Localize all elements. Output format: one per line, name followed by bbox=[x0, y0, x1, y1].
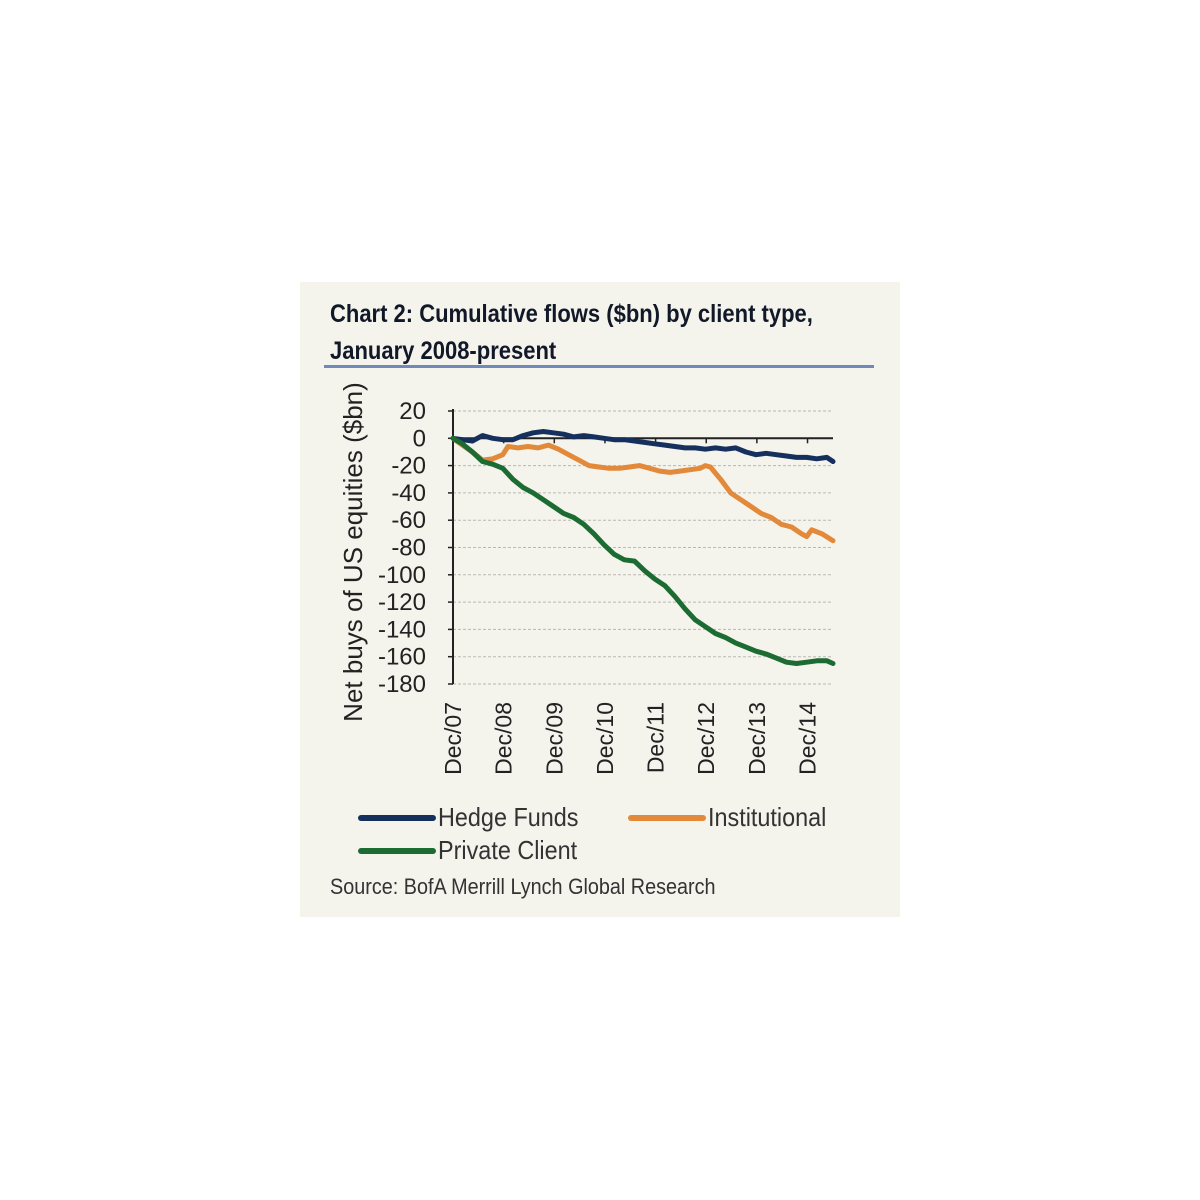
y-tick-label: -180 bbox=[378, 671, 426, 698]
y-tick-label: -140 bbox=[378, 616, 426, 643]
legend-swatch-hedge-funds bbox=[358, 815, 436, 821]
y-tick-label: -60 bbox=[391, 507, 426, 534]
private-client-line bbox=[450, 435, 836, 666]
x-tick-label: Dec/07 bbox=[440, 702, 466, 775]
x-tick-label: Dec/13 bbox=[744, 702, 770, 775]
y-tick-label: -20 bbox=[391, 453, 426, 480]
legend-label-institutional: Institutional bbox=[708, 802, 827, 832]
x-tick-label: Dec/11 bbox=[643, 702, 669, 773]
line-chart: 200-20-40-60-80-100-120-140-160-180 Dec/0… bbox=[338, 382, 836, 775]
y-tick-label: -80 bbox=[391, 535, 426, 562]
y-axis-title: Net buys of US equities ($bn) bbox=[338, 382, 368, 722]
legend-label-private-client: Private Client bbox=[438, 835, 578, 865]
legend-swatch-private-client bbox=[358, 848, 436, 854]
x-tick-label: Dec/08 bbox=[491, 702, 517, 775]
chart-panel: Chart 2: Cumulative flows ($bn) by clien… bbox=[300, 282, 900, 917]
x-tick-label: Dec/14 bbox=[795, 702, 821, 775]
x-tick-label: Dec/09 bbox=[541, 702, 567, 775]
x-tick-label: Dec/12 bbox=[693, 702, 719, 775]
chart-title-line-2: January 2008-present bbox=[330, 337, 557, 365]
x-tick-label: Dec/10 bbox=[592, 702, 618, 775]
chart-title-line-1: Chart 2: Cumulative flows ($bn) by clien… bbox=[330, 300, 813, 328]
y-tick-label: 0 bbox=[413, 425, 426, 452]
title-underline bbox=[324, 365, 874, 368]
hedge-funds-line bbox=[450, 429, 836, 464]
legend-swatch-institutional bbox=[628, 815, 706, 821]
y-tick-label: -120 bbox=[378, 589, 426, 616]
y-tick-label: -160 bbox=[378, 644, 426, 671]
y-tick-label: -40 bbox=[391, 480, 426, 507]
y-tick-label: -100 bbox=[378, 562, 426, 589]
legend-label-hedge-funds: Hedge Funds bbox=[438, 802, 579, 832]
chart-title: Chart 2: Cumulative flows ($bn) by clien… bbox=[330, 296, 823, 370]
y-tick-label: 20 bbox=[399, 398, 426, 425]
source-note: Source: BofA Merrill Lynch Global Resear… bbox=[330, 874, 716, 899]
institutional-line bbox=[450, 435, 836, 544]
